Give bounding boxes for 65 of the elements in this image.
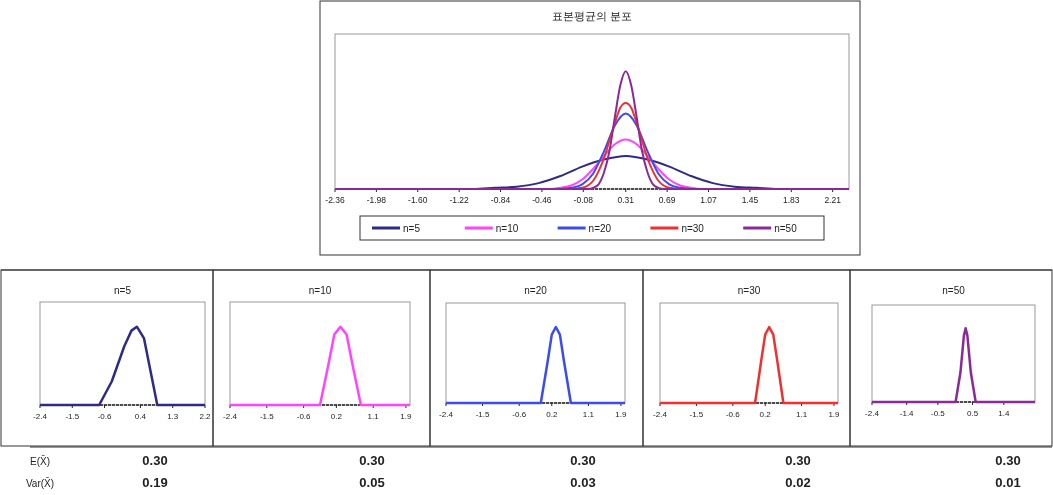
x-tick-label: 0.2 bbox=[330, 412, 343, 421]
x-tick-label: -0.46 bbox=[532, 195, 552, 205]
chart-title: n=50 bbox=[942, 285, 966, 296]
legend-label: n=10 bbox=[495, 223, 519, 234]
x-tick-label: 1.1 bbox=[367, 412, 380, 421]
x-tick-label: 1.9 bbox=[615, 410, 628, 419]
x-tick-label: -2.4 bbox=[33, 412, 48, 421]
x-tick-label: -1.5 bbox=[475, 410, 491, 419]
chart-title: n=30 bbox=[737, 285, 761, 296]
text: 0.30 bbox=[142, 453, 168, 468]
x-tick-label: -0.6 bbox=[296, 412, 312, 421]
x-tick-label: 0.69 bbox=[658, 195, 676, 205]
x-tick-label: 1.9 bbox=[828, 410, 841, 419]
x-tick-label: -0.84 bbox=[490, 195, 511, 205]
text: Var(X̄) bbox=[25, 477, 55, 489]
text: 0.30 bbox=[995, 453, 1021, 468]
text: 0.03 bbox=[570, 475, 596, 490]
x-tick-label: -2.4 bbox=[223, 412, 238, 421]
x-tick-label: 0.4 bbox=[134, 412, 147, 421]
x-tick-label: -0.5 bbox=[931, 409, 946, 418]
text: 0.30 bbox=[359, 453, 385, 468]
x-tick-label: 0.2 bbox=[546, 410, 558, 419]
x-tick-label: -2.4 bbox=[865, 409, 880, 418]
legend-label: n=50 bbox=[774, 223, 798, 234]
x-tick-label: -2.36 bbox=[325, 195, 345, 205]
x-tick-label: -0.6 bbox=[512, 410, 527, 419]
x-tick-label: -0.6 bbox=[97, 412, 112, 421]
x-tick-label: 0.31 bbox=[617, 195, 635, 205]
x-tick-label: -1.98 bbox=[366, 195, 387, 205]
x-tick-label: 0.5 bbox=[967, 409, 979, 418]
x-tick-label: 1.1 bbox=[582, 410, 595, 419]
x-tick-label: -0.6 bbox=[725, 410, 741, 419]
chart-title: 표본평균의 분포 bbox=[551, 10, 633, 22]
legend-label: n=5 bbox=[403, 223, 421, 234]
x-tick-label: 1.9 bbox=[400, 412, 413, 421]
x-tick-label: -1.5 bbox=[689, 410, 704, 419]
x-tick-label: 0.2 bbox=[759, 410, 772, 419]
x-tick-label: -2.4 bbox=[653, 410, 668, 419]
x-tick-label: 1.1 bbox=[796, 410, 808, 419]
x-tick-label: -2.4 bbox=[439, 410, 454, 419]
x-tick-label: 1.3 bbox=[167, 412, 179, 421]
x-tick-label: 2.2 bbox=[199, 412, 212, 421]
text: E(X̄) bbox=[30, 455, 50, 467]
text: 0.01 bbox=[995, 475, 1021, 490]
legend-label: n=30 bbox=[681, 223, 705, 234]
x-tick-label: 1.45 bbox=[741, 195, 759, 205]
text: 0.19 bbox=[142, 475, 168, 490]
chart-title: n=5 bbox=[114, 285, 132, 296]
text: 0.30 bbox=[570, 453, 596, 468]
x-tick-label: 2.21 bbox=[824, 195, 842, 205]
x-tick-label: -1.5 bbox=[259, 412, 275, 421]
chart-title: n=20 bbox=[524, 285, 548, 296]
x-tick-label: -1.5 bbox=[65, 412, 80, 421]
x-tick-label: 1.07 bbox=[700, 195, 718, 205]
legend-label: n=20 bbox=[588, 223, 612, 234]
x-tick-label: 1.83 bbox=[783, 195, 800, 205]
text: 0.05 bbox=[359, 475, 385, 490]
x-tick-label: -1.22 bbox=[449, 195, 470, 205]
x-tick-label: -1.4 bbox=[899, 409, 915, 418]
x-tick-label: -0.08 bbox=[573, 195, 594, 205]
text: 0.02 bbox=[785, 475, 811, 490]
text: 0.30 bbox=[785, 453, 811, 468]
x-tick-label: 1.4 bbox=[998, 409, 1010, 418]
chart-title: n=10 bbox=[308, 285, 332, 296]
x-tick-label: -1.60 bbox=[408, 195, 428, 205]
